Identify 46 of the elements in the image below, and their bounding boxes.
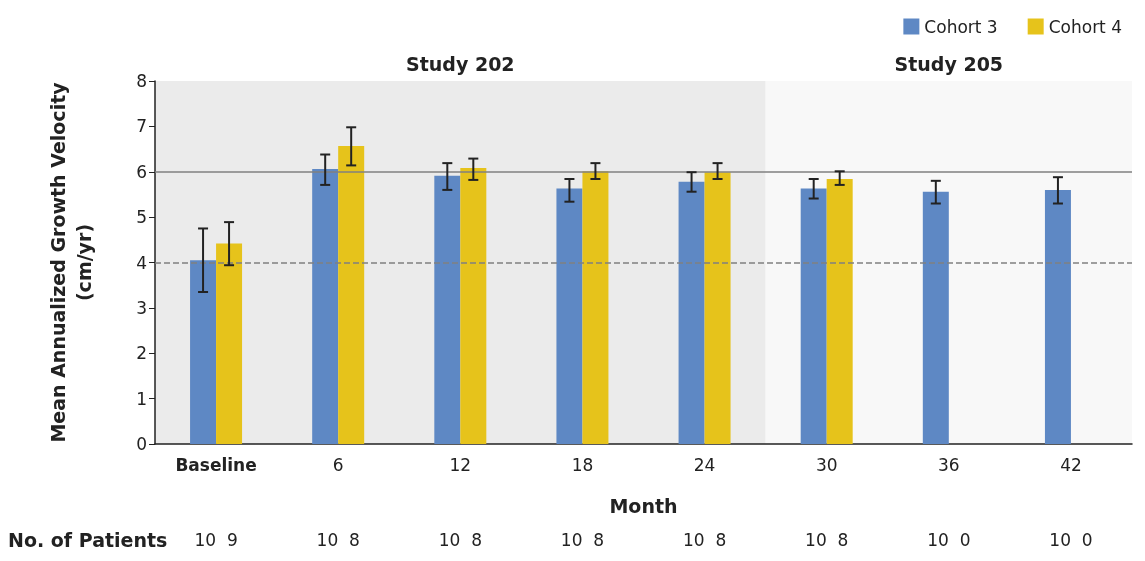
- bar: [678, 181, 705, 444]
- y-axis-title: Mean Annualized Growth Velocity (cm/yr): [47, 81, 95, 443]
- bar: [826, 179, 853, 444]
- text: 10 8: [682, 530, 727, 550]
- x-axis-title: Month: [609, 494, 678, 517]
- band-label: Study 205: [894, 52, 1004, 75]
- x-tick-label: 24: [693, 454, 716, 475]
- y-tick-label: 1: [136, 388, 147, 409]
- y-tick-label: 2: [136, 343, 147, 364]
- text: 10 8: [316, 530, 360, 550]
- bar: [338, 145, 365, 444]
- bar: [434, 175, 461, 444]
- text: 10 0: [927, 530, 971, 550]
- text: 10 9: [194, 530, 238, 550]
- bar: [460, 168, 487, 444]
- legend-label: Cohort 3: [924, 16, 998, 37]
- x-tick-label: 30: [815, 454, 838, 475]
- y-tick-label: 3: [136, 297, 147, 318]
- bar: [312, 169, 339, 444]
- bar: [216, 243, 243, 444]
- x-tick-label: 18: [571, 454, 594, 475]
- bar: [922, 191, 949, 444]
- legend-label: Cohort 4: [1048, 16, 1123, 37]
- y-tick-label: 8: [136, 71, 147, 91]
- bar: [556, 188, 583, 444]
- x-tick-label: 36: [937, 454, 960, 475]
- text: 10 8: [805, 530, 849, 550]
- text: 10 0: [1049, 530, 1093, 550]
- text: 10 8: [438, 530, 482, 550]
- x-tick-label: 12: [449, 454, 472, 475]
- x-tick-label: Baseline: [175, 454, 257, 475]
- bar: [582, 171, 609, 444]
- bar: [1044, 189, 1071, 444]
- band-label: Study 202: [406, 52, 515, 75]
- y-tick-label: 6: [136, 161, 147, 182]
- bar: [800, 188, 827, 444]
- bar: [704, 172, 731, 444]
- y-tick-label: 4: [136, 252, 147, 273]
- y-tick-label: 5: [136, 207, 147, 228]
- text: 10 8: [560, 530, 605, 550]
- bar: [190, 260, 217, 444]
- y-tick-label: 0: [136, 434, 147, 454]
- x-tick-label: 6: [332, 454, 344, 475]
- text: No. of Patients: [8, 529, 168, 551]
- y-tick-label: 7: [136, 116, 147, 137]
- x-tick-label: 42: [1060, 454, 1082, 475]
